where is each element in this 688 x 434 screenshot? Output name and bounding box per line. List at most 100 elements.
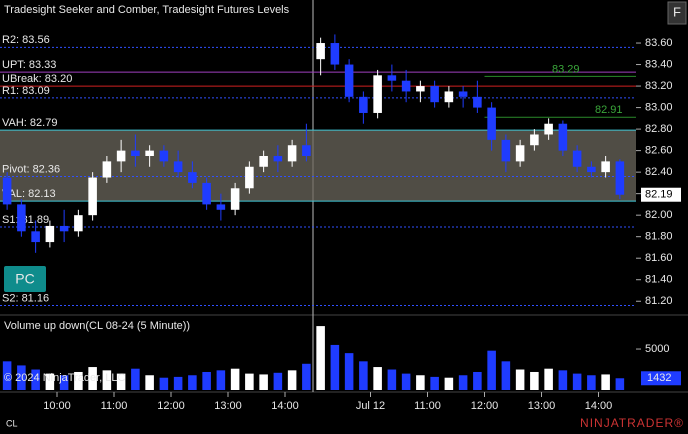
candle-body	[401, 80, 411, 92]
candle-body	[316, 43, 325, 60]
volume-bar	[330, 344, 340, 390]
volume-bar	[373, 367, 382, 390]
volume-bar	[501, 361, 511, 390]
volume-tick-label: 5000	[645, 343, 669, 355]
volume-bar	[216, 370, 226, 390]
candle-body	[302, 145, 311, 156]
candle-body	[544, 123, 553, 135]
candle-body	[473, 96, 482, 108]
volume-bar	[2, 361, 12, 390]
volume-bar	[544, 368, 553, 390]
volume-bar	[601, 374, 610, 390]
candle-body	[17, 204, 26, 232]
volume-bar	[615, 378, 625, 390]
x-tick-label: 13:00	[528, 400, 556, 412]
logo: NINJATRADER®	[580, 416, 684, 430]
corner-button-label[interactable]: F	[673, 4, 681, 19]
candle-body	[216, 204, 226, 210]
candle-body	[45, 225, 55, 243]
volume-title: Volume up down(CL 08-24 (5 Minute))	[4, 320, 190, 332]
x-tick-label: 14:00	[585, 400, 613, 412]
volume-bar	[259, 374, 268, 390]
level-label: S2: 81.16	[2, 292, 49, 304]
candle-body	[601, 161, 610, 173]
y-tick-label: 83.60	[645, 37, 673, 49]
volume-bar	[416, 375, 425, 390]
candle-body	[487, 107, 496, 140]
level-label: VAH: 82.79	[2, 117, 57, 129]
candle-body	[430, 86, 439, 103]
instrument: CL	[6, 418, 18, 428]
candle-body	[615, 161, 625, 195]
volume-bar	[145, 375, 154, 390]
volume-bar	[316, 326, 325, 390]
candle-body	[188, 172, 197, 183]
level-label: UPT: 83.33	[2, 59, 56, 71]
volume-bar	[473, 371, 482, 390]
volume-bar	[173, 376, 183, 390]
volume-bar	[430, 376, 439, 390]
candle-body	[173, 161, 183, 173]
candle-body	[444, 91, 454, 103]
volume-bar	[202, 371, 211, 390]
pc-button[interactable]	[4, 266, 46, 292]
candle-body	[416, 86, 425, 92]
candle-body	[373, 75, 382, 113]
pc-button-label[interactable]: PC	[15, 271, 34, 287]
level-label: VAL: 82.13	[2, 188, 56, 200]
x-tick-label: 13:00	[214, 400, 242, 412]
volume-bar	[344, 353, 354, 390]
candle-body	[359, 96, 368, 113]
candle-body	[572, 150, 582, 167]
candle-body	[501, 139, 511, 162]
x-tick-label: Jul 12	[356, 400, 385, 412]
volume-bar	[131, 368, 140, 390]
volume-bar	[74, 371, 83, 390]
x-tick-label: 12:00	[471, 400, 499, 412]
volume-bar	[59, 375, 69, 390]
corner-button[interactable]	[667, 1, 687, 25]
level-label: R2: 83.56	[2, 34, 50, 46]
volume-bar	[45, 373, 55, 390]
candle-body	[287, 145, 297, 162]
volume-bar	[273, 372, 283, 390]
y-tick-label: 81.80	[645, 231, 673, 243]
volume-bar	[102, 370, 112, 390]
candle-body	[88, 177, 97, 216]
volume-bar	[487, 350, 496, 390]
y-tick-label: 82.40	[645, 166, 673, 178]
y-tick-label: 82.00	[645, 209, 673, 221]
x-tick-label: 12:00	[157, 400, 185, 412]
chart-title: Tradesight Seeker and Comber, Tradesight…	[4, 4, 290, 16]
candle-body	[230, 188, 240, 210]
volume-bar	[245, 373, 254, 390]
candle-body	[330, 43, 340, 65]
last-volume-label: 1432	[647, 372, 671, 384]
volume-bar	[558, 370, 568, 390]
x-tick-label: 11:00	[101, 400, 128, 412]
volume-bar	[159, 377, 169, 390]
volume-bar	[287, 370, 297, 390]
candle-body	[245, 166, 254, 189]
candle-body	[159, 150, 169, 162]
volume-bar	[116, 373, 126, 390]
candle-body	[116, 150, 126, 162]
level-label: R1: 83.09	[2, 85, 50, 97]
volume-bar	[230, 368, 240, 390]
y-tick-label: 83.20	[645, 80, 673, 92]
candle-body	[259, 156, 268, 167]
candle-body	[558, 123, 568, 151]
candle-body	[587, 166, 596, 173]
candle-body	[102, 161, 112, 178]
volume-bar	[572, 373, 582, 390]
candle-body	[387, 75, 397, 81]
y-tick-label: 81.60	[645, 252, 673, 264]
y-tick-label: 81.40	[645, 274, 673, 286]
last-price-box	[641, 187, 681, 202]
green-level-label: 83.29	[552, 63, 580, 75]
candle-body	[344, 64, 354, 97]
candle-body	[202, 182, 211, 205]
volume-bar	[587, 375, 596, 390]
